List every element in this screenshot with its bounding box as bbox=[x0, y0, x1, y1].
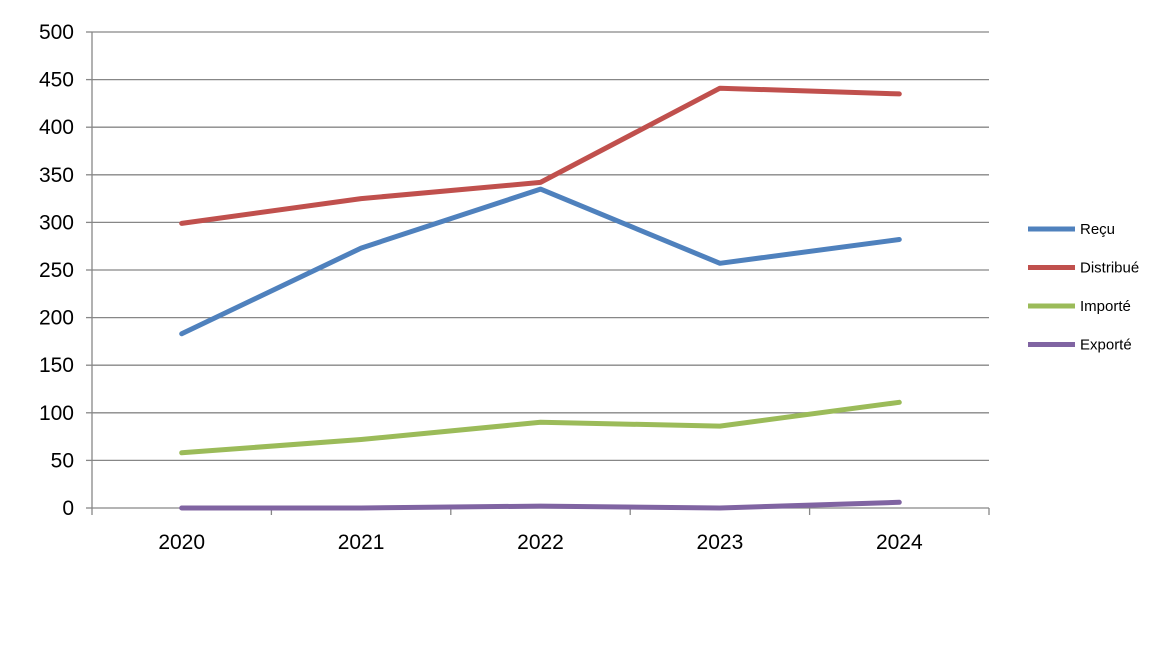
y-tick-label-450: 450 bbox=[39, 69, 74, 92]
y-tick-label-150: 150 bbox=[39, 354, 74, 377]
legend: Reçu Distribué Importé Exporté bbox=[1028, 221, 1139, 354]
y-tick-label-350: 350 bbox=[39, 164, 74, 187]
y-tick-label-100: 100 bbox=[39, 402, 74, 425]
y-tick-label-500: 500 bbox=[39, 21, 74, 44]
gridlines bbox=[92, 31, 989, 462]
axes bbox=[86, 31, 990, 515]
legend-label-0: Reçu bbox=[1080, 221, 1115, 238]
x-tick-label-2020: 2020 bbox=[158, 531, 205, 554]
series-1-line bbox=[179, 85, 902, 226]
x-tick-label-2023: 2023 bbox=[697, 531, 744, 554]
x-tick-label-2022: 2022 bbox=[517, 531, 564, 554]
y-tick-label-50: 50 bbox=[51, 449, 74, 472]
series-3-line bbox=[179, 499, 902, 511]
legend-label-3: Exporté bbox=[1080, 337, 1132, 354]
series-2-line bbox=[179, 399, 902, 456]
x-tick-label-2021: 2021 bbox=[338, 531, 385, 554]
legend-label-1: Distribué bbox=[1080, 260, 1139, 277]
legend-label-2: Importé bbox=[1080, 298, 1131, 315]
y-tick-label-300: 300 bbox=[39, 211, 74, 234]
tick-labels: 0 50 100 150 200 250 300 350 400 450 500 2020 2021 20… bbox=[39, 21, 923, 554]
y-tick-label-0: 0 bbox=[62, 497, 74, 520]
x-tick-label-2024: 2024 bbox=[876, 531, 923, 554]
y-tick-label-400: 400 bbox=[39, 116, 74, 139]
y-tick-label-200: 200 bbox=[39, 307, 74, 330]
y-tick-label-250: 250 bbox=[39, 259, 74, 282]
series-lines bbox=[179, 85, 902, 511]
